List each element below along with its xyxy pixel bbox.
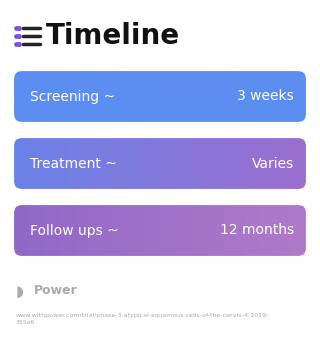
Text: Power: Power [34, 284, 78, 298]
Text: Follow ups ~: Follow ups ~ [30, 223, 119, 238]
Text: Screening ~: Screening ~ [30, 89, 115, 103]
Text: www.withpower.com/trial/phase-3-atypical-squamous-cells-of-the-cervix-4-2019-
35: www.withpower.com/trial/phase-3-atypical… [16, 313, 269, 325]
Text: 3 weeks: 3 weeks [237, 89, 294, 103]
Text: ◗: ◗ [16, 283, 24, 299]
Text: 12 months: 12 months [220, 223, 294, 238]
Text: Treatment ~: Treatment ~ [30, 157, 117, 171]
Text: Timeline: Timeline [46, 22, 180, 50]
Text: Varies: Varies [252, 157, 294, 171]
